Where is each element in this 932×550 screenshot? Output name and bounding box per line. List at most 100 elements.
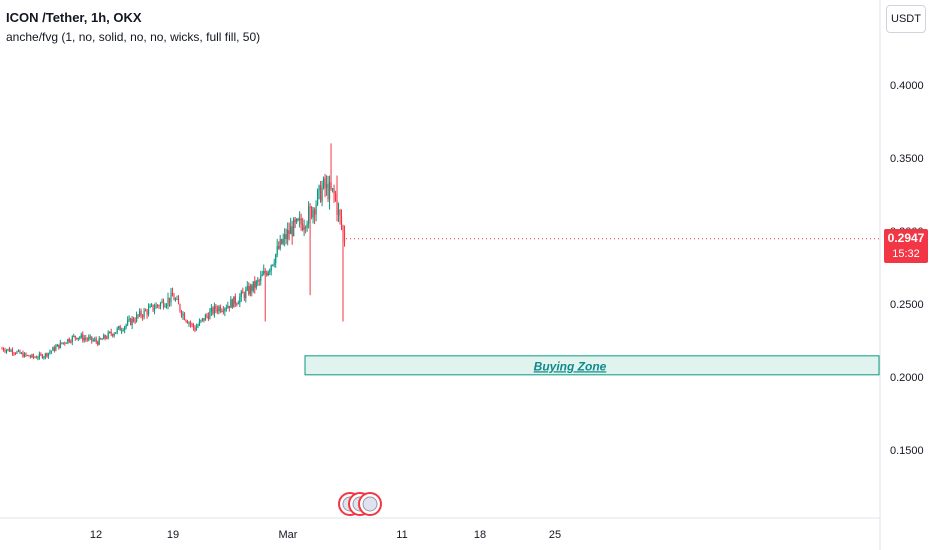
candle-body <box>230 299 232 308</box>
candle-body <box>258 280 260 282</box>
candle-body <box>76 337 78 340</box>
candle-body <box>62 342 64 344</box>
candle-body <box>260 276 262 281</box>
candle-body <box>112 334 114 336</box>
candle-body <box>285 234 287 240</box>
y-tick-label: 0.2500 <box>890 299 924 311</box>
candle-body <box>322 178 325 188</box>
candle-body <box>91 336 93 341</box>
candle-body <box>204 315 207 321</box>
candle-body <box>109 331 111 333</box>
candle-body <box>82 334 84 341</box>
candle-body <box>177 298 180 305</box>
candle-body <box>197 325 199 328</box>
candle-body <box>110 331 112 335</box>
candle-body <box>23 353 26 358</box>
candle-body <box>324 178 326 189</box>
candle-body <box>257 280 259 282</box>
candle-body <box>264 271 266 273</box>
candle-body <box>252 281 254 291</box>
candle-body <box>263 271 265 275</box>
candle-body <box>278 246 280 249</box>
candle-body <box>94 339 96 341</box>
candle-body <box>128 318 130 321</box>
candle-body <box>316 190 319 205</box>
candle-body <box>118 326 120 329</box>
candle-body <box>248 286 250 295</box>
candle-body <box>149 305 151 308</box>
candle-body <box>254 281 256 288</box>
candle-body <box>19 350 21 354</box>
candle-body <box>103 335 105 340</box>
candle-body <box>333 188 335 194</box>
flag-emblem-icon <box>362 496 378 512</box>
candle-body <box>294 219 296 223</box>
candle-body <box>167 297 169 305</box>
candle-body <box>225 308 227 310</box>
candle-body <box>147 307 150 315</box>
x-tick-label: 19 <box>167 529 179 541</box>
candle-body <box>210 307 212 312</box>
candle-body <box>143 310 145 317</box>
candle-body <box>222 310 224 312</box>
candle-body <box>188 322 190 324</box>
candle-body <box>195 327 198 331</box>
candle-body <box>328 182 331 200</box>
candle-body <box>194 327 196 331</box>
candle-body <box>137 314 139 316</box>
candle-body <box>340 216 343 227</box>
candle-body <box>22 352 24 358</box>
candle-body <box>134 321 136 323</box>
candle-body <box>5 349 8 352</box>
candle-body <box>219 306 221 312</box>
candle-body <box>104 335 106 339</box>
candle-body <box>293 219 295 237</box>
candle-body <box>130 318 132 325</box>
candle-body <box>186 321 189 324</box>
candle-body <box>146 310 148 315</box>
candle-body <box>124 326 126 331</box>
candle-body <box>192 324 195 328</box>
candle-body <box>107 332 109 339</box>
candle-body <box>261 274 263 277</box>
candle-body <box>47 352 49 357</box>
candle-body <box>331 188 334 190</box>
candle-body <box>233 296 235 308</box>
candle-body <box>305 227 307 229</box>
candle-body <box>59 342 61 349</box>
candle-body <box>212 307 214 314</box>
candle-body <box>49 351 51 353</box>
candle-body <box>26 355 29 357</box>
candle-body <box>152 304 154 311</box>
currency-button[interactable]: USDT <box>886 5 926 33</box>
candle-body <box>165 304 168 307</box>
candle-body <box>308 206 310 224</box>
candle-body <box>288 230 290 235</box>
candle-body <box>221 310 223 312</box>
symbol-title[interactable]: ICON /Tether, 1h, OKX <box>6 10 142 25</box>
candle-body <box>162 301 165 308</box>
candle-body <box>246 286 248 290</box>
candle-body <box>276 246 278 255</box>
candle-body <box>14 353 17 355</box>
candle-body <box>245 289 247 299</box>
candle-body <box>32 354 35 358</box>
candle-body <box>182 313 184 316</box>
candle-body <box>127 320 129 325</box>
indicator-legend[interactable]: anche/fvg (1, no, solid, no, no, wicks, … <box>6 30 261 44</box>
candle-body <box>20 352 23 354</box>
candle-body <box>83 338 85 341</box>
candle-body <box>11 350 14 354</box>
candle-body <box>164 306 166 308</box>
candle-body <box>321 187 323 202</box>
candle-body <box>228 305 230 308</box>
candle-body <box>312 209 314 218</box>
candle-body <box>92 340 94 342</box>
candle-body <box>273 263 275 265</box>
candle-body <box>88 337 90 340</box>
candle-body <box>269 270 271 272</box>
candle-body <box>249 285 251 295</box>
candle-body <box>144 310 147 312</box>
candle-body <box>270 265 272 271</box>
